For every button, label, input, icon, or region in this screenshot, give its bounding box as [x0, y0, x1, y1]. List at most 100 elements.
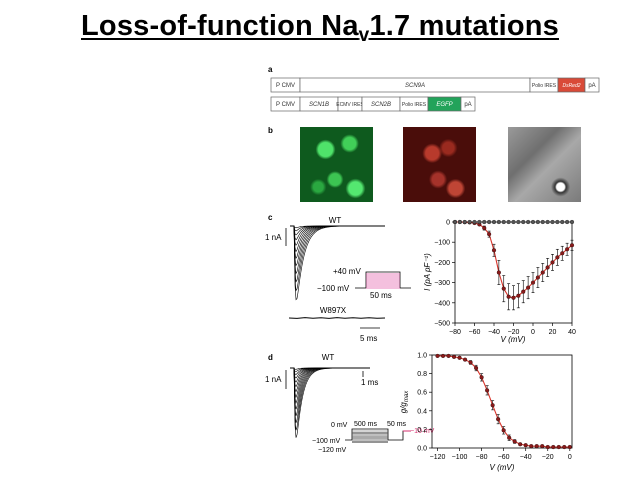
data-point [511, 295, 516, 300]
data-point [562, 445, 567, 450]
trace-label-mutant: W897X [320, 306, 347, 315]
data-point [501, 286, 506, 291]
construct-label: P CMV [276, 102, 295, 108]
construct-label: SCN9A [405, 83, 425, 89]
protocol-vstep: +40 mV [333, 267, 361, 276]
x-tick-label: −100 [452, 454, 468, 461]
protocol-d: 0 mV 500 ms 50 ms −10 mV −100 mV −120 mV [312, 421, 435, 454]
data-point [565, 219, 570, 225]
data-point [512, 439, 517, 444]
micrograph-egfp [300, 127, 373, 202]
data-point [529, 444, 534, 449]
data-point [479, 375, 484, 380]
data-point [462, 219, 467, 225]
data-point [496, 219, 501, 225]
y-tick-label: 0.8 [417, 371, 427, 378]
data-point [521, 219, 526, 225]
panel-a-label: a [268, 65, 273, 74]
construct-label: pA [588, 83, 595, 89]
construct-label: pA [464, 102, 471, 108]
panel-b-label: b [268, 126, 273, 135]
data-point [555, 219, 560, 225]
data-point [482, 219, 487, 225]
iv-ylabel: I (pA pF⁻¹) [423, 253, 432, 291]
data-point [451, 354, 457, 359]
x-tick-label: −60 [469, 329, 481, 336]
data-point [545, 219, 550, 225]
micrograph-phase-contrast [508, 127, 581, 202]
construct-label: Polio IRES [532, 83, 557, 89]
y-tick-label: −300 [434, 280, 450, 287]
y-tick-label: 0 [446, 220, 450, 227]
data-point [545, 445, 550, 450]
data-point [506, 219, 511, 225]
data-point [521, 289, 526, 294]
y-tick-label: 0.6 [417, 390, 427, 397]
protocol-vtest: −10 mV [410, 428, 435, 435]
construct-row-1: P CMV SCN9A Polio IRES DsRed2 pA [270, 77, 600, 93]
x-tick-label: −80 [476, 454, 488, 461]
ssi-ylabel: g/gmax [399, 390, 410, 413]
data-point [511, 219, 516, 225]
scale-time-label: 1 ms [361, 378, 378, 387]
scale-current-label: 1 nA [265, 233, 282, 242]
slide-title: Loss-of-function Nav1.7 mutations [81, 10, 559, 46]
construct-label: P CMV [276, 83, 295, 89]
data-point [496, 417, 501, 422]
data-point [507, 435, 512, 440]
data-point [482, 226, 487, 231]
x-tick-label: −20 [542, 454, 554, 461]
scale-time-label: 5 ms [360, 334, 377, 343]
data-point [569, 243, 575, 248]
data-point [535, 219, 540, 225]
data-point [545, 265, 550, 270]
x-tick-label: −80 [449, 329, 461, 336]
data-point [530, 219, 536, 225]
scale-current-label: 1 nA [265, 375, 282, 384]
x-tick-label: −40 [488, 329, 500, 336]
x-tick-label: 20 [549, 329, 557, 336]
data-point [550, 260, 555, 265]
construct-label: DsRed2 [562, 83, 580, 89]
data-point [446, 353, 451, 358]
y-tick-label: 0.4 [417, 408, 427, 415]
data-point [526, 285, 531, 290]
data-point [540, 219, 545, 225]
data-point [556, 445, 561, 450]
data-point [526, 219, 531, 225]
data-point [490, 403, 495, 408]
construct-label: SCN1B [309, 102, 329, 108]
data-point [560, 219, 565, 225]
data-point [491, 248, 497, 253]
data-point [474, 365, 479, 371]
data-point [565, 247, 570, 252]
data-point [435, 353, 440, 358]
data-point [457, 219, 462, 225]
current-trace [290, 367, 370, 438]
data-point [555, 255, 560, 260]
construct-label: EGFP [436, 102, 452, 108]
data-point [463, 357, 468, 362]
data-point [530, 280, 536, 285]
current-trace [290, 225, 385, 301]
data-point [540, 444, 545, 449]
micrograph-dsred [403, 127, 476, 202]
data-point [472, 219, 477, 225]
data-point [457, 355, 462, 360]
x-tick-label: 0 [531, 329, 535, 336]
data-point [523, 443, 528, 448]
data-point [477, 219, 482, 225]
construct-row-2: P CMV SCN1B ECMV IRES SCN2B Polio IRES E… [270, 96, 476, 112]
iv-xlabel: V (mV) [501, 335, 526, 344]
protocol-vhold: −100 mV [317, 284, 350, 293]
trace-label-wt: WT [329, 216, 342, 225]
data-point [516, 293, 521, 298]
construct-label: SCN2B [371, 102, 391, 108]
data-point [501, 428, 506, 433]
y-tick-label: −400 [434, 300, 450, 307]
y-tick-label: −100 [434, 240, 450, 247]
y-tick-label: 0.2 [417, 427, 427, 434]
data-point [468, 360, 473, 365]
x-tick-label: −120 [430, 454, 446, 461]
x-tick-label: −40 [520, 454, 532, 461]
